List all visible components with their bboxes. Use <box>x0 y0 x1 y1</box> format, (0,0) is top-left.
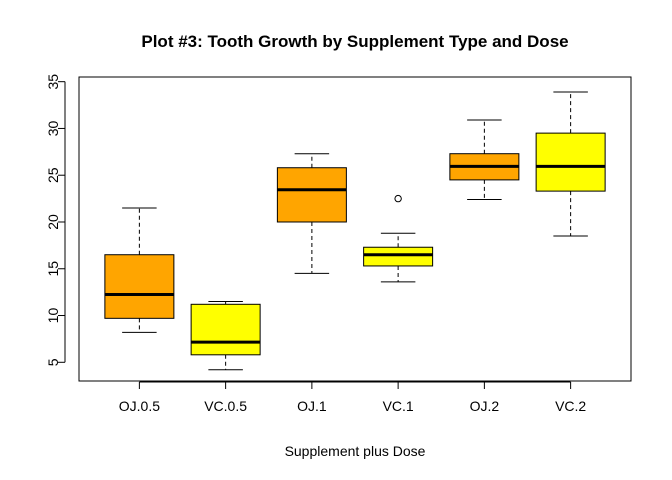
plot-frame <box>78 76 632 382</box>
y-tick-label: 5 <box>45 358 61 366</box>
box-body <box>104 254 175 319</box>
box-vc-1 <box>363 194 434 283</box>
x-tick-label: VC.1 <box>383 398 414 414</box>
y-axis: 5 10 15 20 25 30 35 <box>45 74 66 366</box>
x-tick-label: VC.0.5 <box>204 398 247 414</box>
box-body <box>363 246 434 267</box>
box-oj-0-5 <box>104 207 175 333</box>
y-tick-label: 10 <box>45 308 61 324</box>
box-body <box>535 132 606 192</box>
chart-title: Plot #3: Tooth Growth by Supplement Type… <box>141 32 568 51</box>
box-oj-1 <box>276 153 347 274</box>
box-vc-0-5 <box>190 300 261 371</box>
x-axis-label: Supplement plus Dose <box>285 443 426 459</box>
box-vc-2 <box>535 91 606 237</box>
y-tick-label: 15 <box>45 261 61 277</box>
box-body <box>190 303 261 356</box>
x-tick-label: OJ.1 <box>297 398 327 414</box>
outlier-point <box>394 194 402 203</box>
y-tick-label: 25 <box>45 167 61 183</box>
y-tick-label: 30 <box>45 120 61 136</box>
x-tick-label: OJ.2 <box>470 398 500 414</box>
box-body <box>276 167 347 223</box>
boxes <box>104 91 606 371</box>
x-axis: OJ.0.5 VC.0.5 OJ.1 VC.1 OJ.2 VC.2 <box>119 381 586 414</box>
y-tick-label: 20 <box>45 214 61 230</box>
x-tick-label: VC.2 <box>555 398 586 414</box>
y-tick-label: 35 <box>45 74 61 90</box>
x-tick-label: OJ.0.5 <box>119 398 160 414</box>
box-oj-2 <box>449 119 520 201</box>
